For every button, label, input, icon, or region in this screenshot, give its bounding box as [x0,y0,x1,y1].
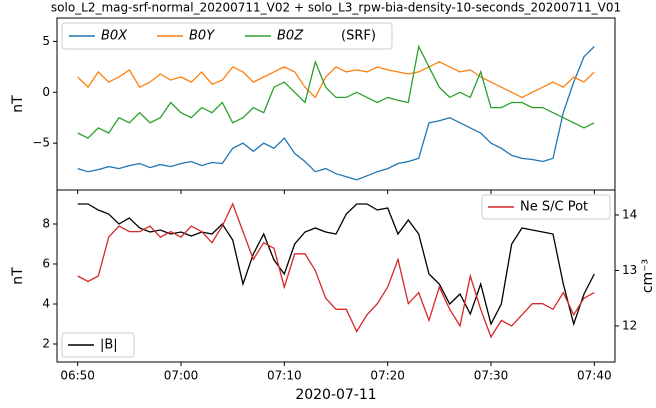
legend: B0X B0Y B0Z (SRF) [61,22,393,50]
y2-tick-label: 13 [622,263,637,277]
legend-note: (SRF) [341,29,376,44]
series-line [77,61,595,99]
y-axis-label: nT [10,95,26,113]
legend-label: Ne S/C Pot [520,200,588,215]
y-tick-label: 8 [42,217,50,231]
x-tick-label: 07:10 [267,369,302,383]
series-line [77,44,595,139]
y-tick-label: 2 [42,337,50,351]
x-tick-label: 06:50 [60,369,95,383]
x-tick-label: 07:00 [164,369,199,383]
chart-title: solo_L2_mag-srf-normal_20200711_V02 + so… [51,1,621,15]
legend-box [481,194,611,220]
y-tick-label: 5 [42,34,50,48]
y-axis-label: nT [10,267,26,285]
legend-box [61,22,393,50]
x-tick-label: 07:40 [577,369,612,383]
series-line [77,202,595,339]
series-line [77,46,595,181]
legend-label: B0X [101,29,128,44]
y2-tick-label: 12 [622,318,637,332]
legend-box [61,332,135,358]
legend-label: |B| [100,338,118,353]
x-axis-label: 2020-07-11 [295,387,376,403]
y-tick-label: 0 [42,85,50,99]
y-tick-label: 4 [42,297,50,311]
y-tick-label: 6 [42,257,50,271]
series-line [77,203,595,327]
x-tick-label: 07:20 [370,369,405,383]
y2-tick-label: 14 [622,207,637,221]
y2-axis-label: cm⁻³ [640,259,656,293]
legend: Ne S/C Pot [481,194,611,220]
legend-label: B0Y [189,29,215,44]
x-tick-label: 07:30 [474,369,509,383]
plot-frame [56,189,616,363]
legend-label: B0Z [277,29,304,44]
y-tick-label: −5 [32,136,50,150]
legend: |B| [61,332,135,358]
